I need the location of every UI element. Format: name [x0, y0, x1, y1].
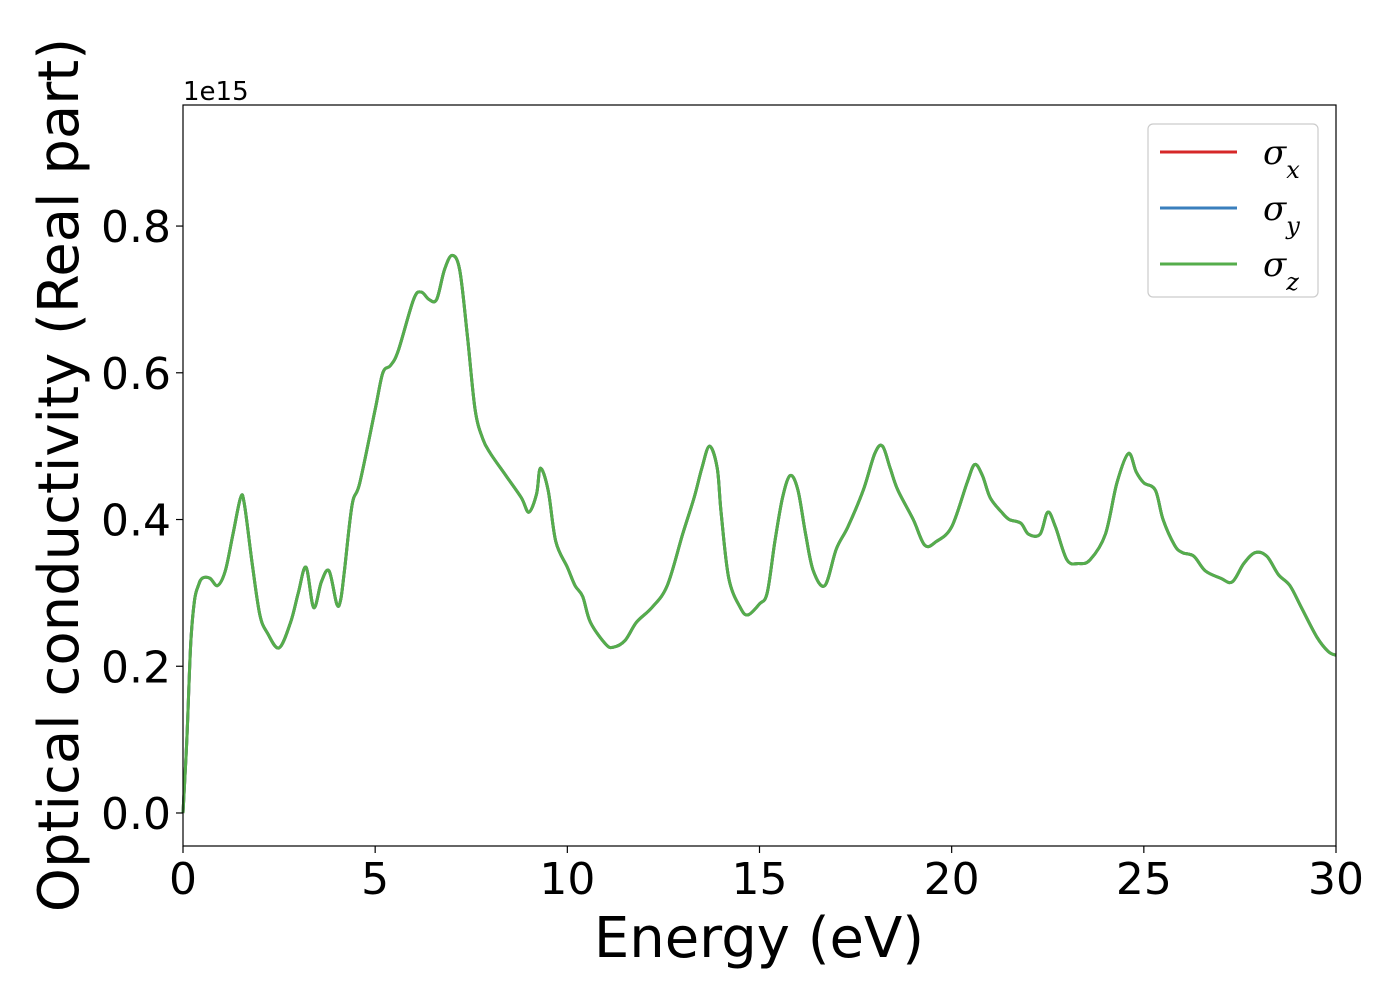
series-lines [181, 253, 1337, 814]
x-tick-label: 15 [732, 854, 788, 905]
x-tick-label: 20 [924, 854, 980, 905]
x-tick-label: 10 [539, 854, 595, 905]
x-tick-label: 0 [169, 854, 197, 905]
x-tick-label: 5 [361, 854, 389, 905]
legend-frame [1147, 123, 1319, 298]
y-offset-label: 1e15 [183, 77, 249, 107]
x-tick-label: 25 [1116, 854, 1172, 905]
y-axis-title: Optical conductivity (Real part) [27, 38, 92, 912]
y-tick-label: 0.0 [101, 789, 171, 840]
legend-label-z: σz [1263, 245, 1299, 296]
plot-area [181, 104, 1337, 847]
x-tick-label: 30 [1308, 854, 1364, 905]
x-axis-ticks: 0 5 10 15 20 25 30 [169, 846, 1364, 905]
y-tick-label: 0.6 [101, 349, 171, 400]
legend-label-x: σx [1263, 133, 1300, 184]
y-axis-ticks: 0.0 0.2 0.4 0.6 0.8 [101, 202, 183, 840]
series-line-z [181, 253, 1337, 814]
y-tick-label: 0.2 [101, 642, 171, 693]
x-axis-title: Energy (eV) [594, 906, 924, 971]
y-tick-label: 0.8 [101, 202, 171, 253]
legend-label-y: σy [1263, 189, 1300, 240]
y-tick-label: 0.4 [101, 496, 171, 547]
